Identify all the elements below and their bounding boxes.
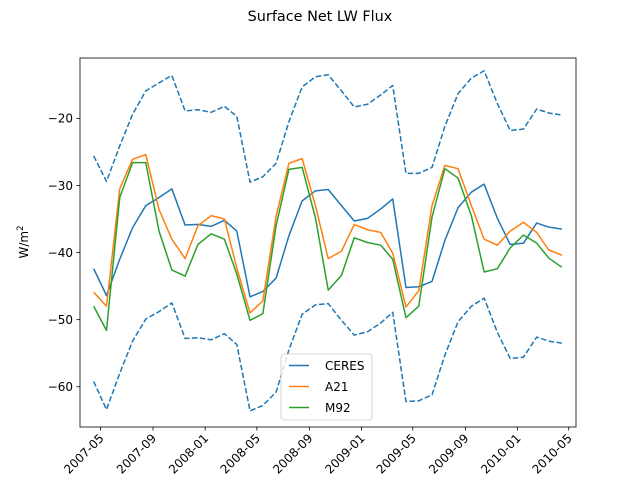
y-tick-label: −20: [48, 112, 73, 126]
legend-label-a21: A21: [325, 380, 348, 394]
x-tick-label: 2009-05: [374, 431, 419, 476]
x-tick-label: 2010-01: [478, 431, 523, 476]
legend-label-ceres: CERES: [325, 359, 365, 373]
series-line-ceres: [92, 183, 563, 298]
chart-title: Surface Net LW Flux: [248, 9, 393, 25]
y-axis-label-superscript: 2: [16, 225, 26, 230]
y-axis-label-base: W/m: [17, 231, 31, 259]
x-tick-label: 2009-09: [426, 431, 471, 476]
y-tick-label: −40: [48, 246, 73, 260]
plot-area: [79, 57, 577, 428]
y-axis: −60 −50 −40 −30 −20: [48, 112, 80, 394]
series-line-m92: [93, 161, 563, 332]
legend-box: [280, 353, 373, 421]
x-tick-label: 2007-09: [114, 431, 159, 476]
x-tick-label: 2007-05: [61, 431, 106, 476]
series-line-dashed-3: [92, 70, 563, 183]
y-tick-label: −50: [48, 313, 73, 327]
y-tick-label: −60: [48, 380, 73, 394]
x-tick-label: 2008-09: [270, 431, 315, 476]
x-tick-label: 2008-01: [166, 431, 211, 476]
series-line-dashed-4: [92, 297, 563, 412]
series-line-a21: [93, 153, 563, 314]
x-tick-label: 2010-05: [530, 431, 575, 476]
legend: CERES A21 M92: [280, 353, 373, 421]
x-tick-label: 2008-05: [218, 431, 263, 476]
y-tick-label: −30: [48, 179, 73, 193]
legend-label-m92: M92: [325, 401, 351, 415]
plot-frame: [79, 57, 577, 428]
x-axis: 2007-05 2007-09 2008-01 2008-05 2008-09 2009-…: [61, 427, 575, 477]
y-axis-label: W/m2: [16, 225, 31, 258]
x-tick-label: 2009-01: [322, 431, 367, 476]
